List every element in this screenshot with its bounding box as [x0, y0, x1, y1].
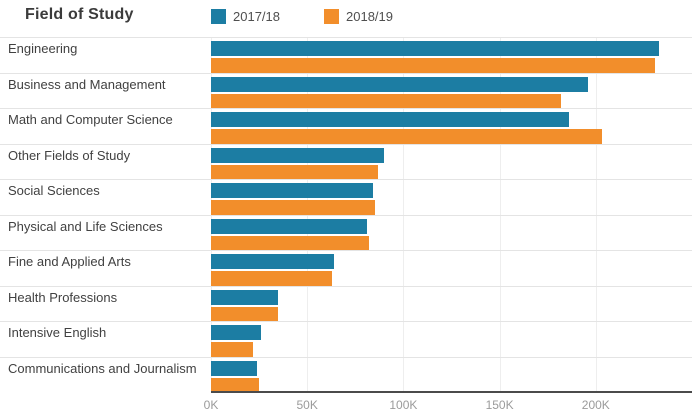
chart-row: Health Professions [0, 285, 692, 322]
chart-row: Other Fields of Study [0, 143, 692, 180]
category-label: Other Fields of Study [8, 147, 131, 163]
category-label: Business and Management [8, 76, 166, 92]
plot-area: Engineering Business and Management Math a… [0, 37, 692, 414]
x-tick-label: 50K [296, 398, 318, 412]
bar-2017-18 [211, 254, 334, 269]
bar-2017-18 [211, 147, 384, 163]
chart-row: Intensive English [0, 321, 692, 357]
category-label: Health Professions [8, 289, 118, 305]
category-label: Engineering [8, 41, 78, 56]
bar-2018-19 [211, 200, 375, 215]
legend-item-2018-19[interactable]: 2018/19 [324, 9, 393, 24]
bar-2018-19 [211, 342, 253, 357]
bar-2018-19 [211, 306, 278, 322]
legend-item-2017-18[interactable]: 2017/18 [211, 9, 280, 24]
bar-2017-18 [211, 360, 257, 376]
bar-2017-18 [211, 325, 261, 340]
category-label: Intensive English [8, 325, 107, 340]
bar-2018-19 [211, 377, 259, 393]
x-tick-label: 100K [389, 398, 418, 412]
chart-rows: Engineering Business and Management Math a… [0, 37, 692, 393]
x-tick-label: 200K [581, 398, 610, 412]
x-tick-label: 0K [203, 398, 219, 412]
bar-2017-18 [211, 76, 588, 92]
chart-row: Communications and Journalism [0, 356, 692, 393]
category-label: Fine and Applied Arts [8, 254, 131, 269]
bar-2018-19 [211, 129, 602, 144]
bar-2017-18 [211, 41, 659, 56]
category-label: Physical and Life Sciences [8, 218, 163, 234]
chart-row: Math and Computer Science [0, 108, 692, 144]
legend-swatch [324, 9, 339, 24]
category-label: Communications and Journalism [8, 360, 197, 376]
category-label: Math and Computer Science [8, 112, 173, 127]
bar-2017-18 [211, 289, 278, 305]
bar-2017-18 [211, 112, 569, 127]
chart-row: Business and Management [0, 72, 692, 109]
x-tick-label: 150K [485, 398, 514, 412]
category-label: Social Sciences [8, 183, 100, 198]
bar-2018-19 [211, 164, 378, 180]
chart-row: Engineering [0, 37, 692, 73]
bar-2017-18 [211, 218, 367, 234]
bar-2018-19 [211, 58, 655, 73]
legend-label: 2018/19 [346, 9, 393, 24]
chart-row: Social Sciences [0, 179, 692, 215]
bar-2018-19 [211, 93, 561, 109]
x-axis-line [211, 391, 692, 393]
chart-row: Fine and Applied Arts [0, 250, 692, 286]
bar-2018-19 [211, 271, 332, 286]
bar-2017-18 [211, 183, 373, 198]
legend-label: 2017/18 [233, 9, 280, 24]
chart-row: Physical and Life Sciences [0, 214, 692, 251]
bar-2018-19 [211, 235, 369, 251]
legend: 2017/18 2018/19 [211, 9, 393, 24]
legend-swatch [211, 9, 226, 24]
x-axis-ticks: 0K 50K 100K 150K 200K [0, 398, 692, 414]
chart-title: Field of Study [25, 6, 134, 23]
